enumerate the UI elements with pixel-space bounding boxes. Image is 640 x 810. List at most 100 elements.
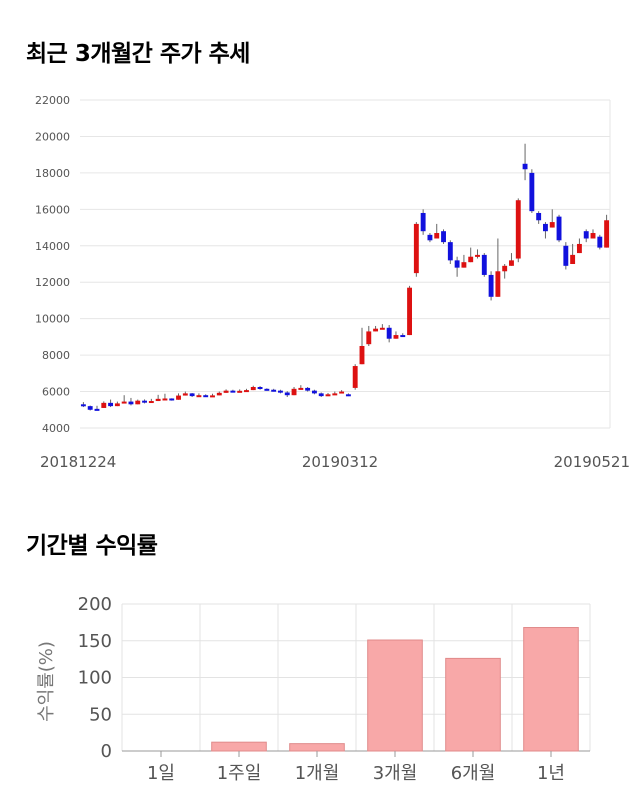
candle-body — [135, 400, 141, 405]
candle-body — [298, 387, 304, 390]
y-tick-label: 100 — [78, 668, 112, 689]
x-tick-label: 1개월 — [295, 763, 340, 784]
candle-body — [509, 260, 514, 266]
candle-body — [305, 387, 311, 391]
y-tick-label: 12000 — [35, 276, 70, 289]
y-tick-label: 16000 — [35, 203, 70, 216]
candle-body — [352, 366, 358, 388]
candle-body — [522, 163, 528, 170]
candle-body — [278, 390, 283, 393]
candle-body — [244, 390, 249, 393]
candle-body — [515, 200, 521, 259]
candle-body — [543, 223, 548, 232]
candle-body — [576, 243, 582, 254]
candle-body — [536, 212, 542, 221]
candle-body — [461, 262, 467, 268]
candle-body — [549, 222, 555, 228]
x-tick-label: 20190312 — [302, 453, 378, 471]
x-tick-label: 20181224 — [40, 453, 116, 471]
candle-body — [529, 172, 535, 212]
candle-body — [284, 392, 290, 396]
candle-body — [121, 401, 127, 404]
candle-body — [481, 254, 487, 275]
candle-body — [182, 393, 188, 396]
returns-chart-title: 기간별 수익률 — [26, 533, 158, 559]
candle-body — [393, 335, 399, 339]
candle-body — [400, 335, 406, 338]
returns-bar-chart: 0 50 100 150 200 1일 1주일 1개월 3개월 6개월 1년 수익률(%) — [36, 594, 591, 784]
candle-body — [189, 393, 195, 397]
candle-body — [502, 265, 508, 272]
candle-body — [155, 398, 161, 402]
candle-body — [345, 394, 351, 397]
candle-body — [475, 254, 480, 257]
candle-body — [291, 388, 297, 396]
candle-body — [447, 242, 453, 261]
return-bar — [523, 627, 579, 752]
candle-body — [427, 234, 433, 241]
y-tick-label: 10000 — [35, 313, 70, 326]
candle-body — [359, 346, 365, 365]
candle-body — [114, 403, 120, 407]
y-tick-label: 18000 — [35, 167, 70, 180]
y-tick-label: 22000 — [35, 94, 70, 107]
candle-body — [454, 260, 460, 268]
return-bar — [445, 657, 501, 752]
candle-body — [379, 327, 385, 330]
candle-body — [250, 387, 256, 391]
candle-body — [108, 402, 114, 407]
candle-body — [407, 287, 412, 336]
x-tick-label: 3개월 — [373, 763, 418, 784]
candle-body — [257, 387, 263, 389]
candle-body — [148, 401, 154, 404]
candle-body — [162, 398, 168, 401]
y-axis-label: 수익률(%) — [36, 641, 57, 722]
candle-body — [434, 233, 440, 239]
candle-body — [264, 388, 270, 391]
x-tick-label: 1주일 — [217, 763, 262, 784]
candle-body — [556, 216, 562, 241]
candle-body — [563, 245, 569, 266]
candle-body — [210, 395, 215, 398]
x-tick-label: 1년 — [537, 763, 565, 784]
candle-body — [87, 406, 93, 410]
candle-body — [80, 404, 86, 407]
candle-body — [176, 395, 181, 400]
return-bar — [367, 639, 423, 752]
candle-body — [441, 231, 446, 243]
x-tick-label: 20190521 — [554, 453, 630, 471]
candle-body — [101, 402, 107, 408]
candle-body — [339, 391, 345, 394]
x-tick-label: 1일 — [147, 763, 175, 784]
candle-body — [366, 331, 372, 345]
y-tick-label: 0 — [101, 741, 112, 762]
candle-body — [318, 393, 324, 397]
candle-body — [196, 395, 202, 398]
candle-body — [128, 401, 134, 405]
price-candlestick-chart: 22000 20000 18000 16000 14000 12000 10000 8000 6… — [35, 94, 630, 471]
candle-body — [420, 212, 426, 232]
candle-body — [590, 233, 596, 239]
y-tick-label: 4000 — [42, 422, 70, 435]
candle-body — [216, 392, 222, 396]
candle-body — [413, 223, 419, 274]
candle-body — [332, 393, 338, 396]
y-tick-label: 8000 — [42, 349, 70, 362]
candle-body — [203, 395, 209, 398]
y-tick-label: 200 — [78, 594, 112, 615]
candle-body — [223, 390, 229, 393]
candle-body — [169, 398, 175, 401]
candle-body — [597, 236, 603, 248]
candle-body — [583, 231, 589, 239]
candle-body — [488, 274, 494, 297]
return-bar — [289, 743, 345, 752]
candle-body — [237, 390, 243, 393]
candle-body — [142, 400, 147, 403]
return-bar — [211, 741, 267, 752]
candle-body — [94, 408, 100, 411]
candle-body — [386, 327, 392, 339]
candle-body — [604, 220, 610, 248]
x-tick-label: 6개월 — [451, 763, 496, 784]
candle-body — [495, 271, 501, 297]
candle-body — [570, 254, 576, 264]
